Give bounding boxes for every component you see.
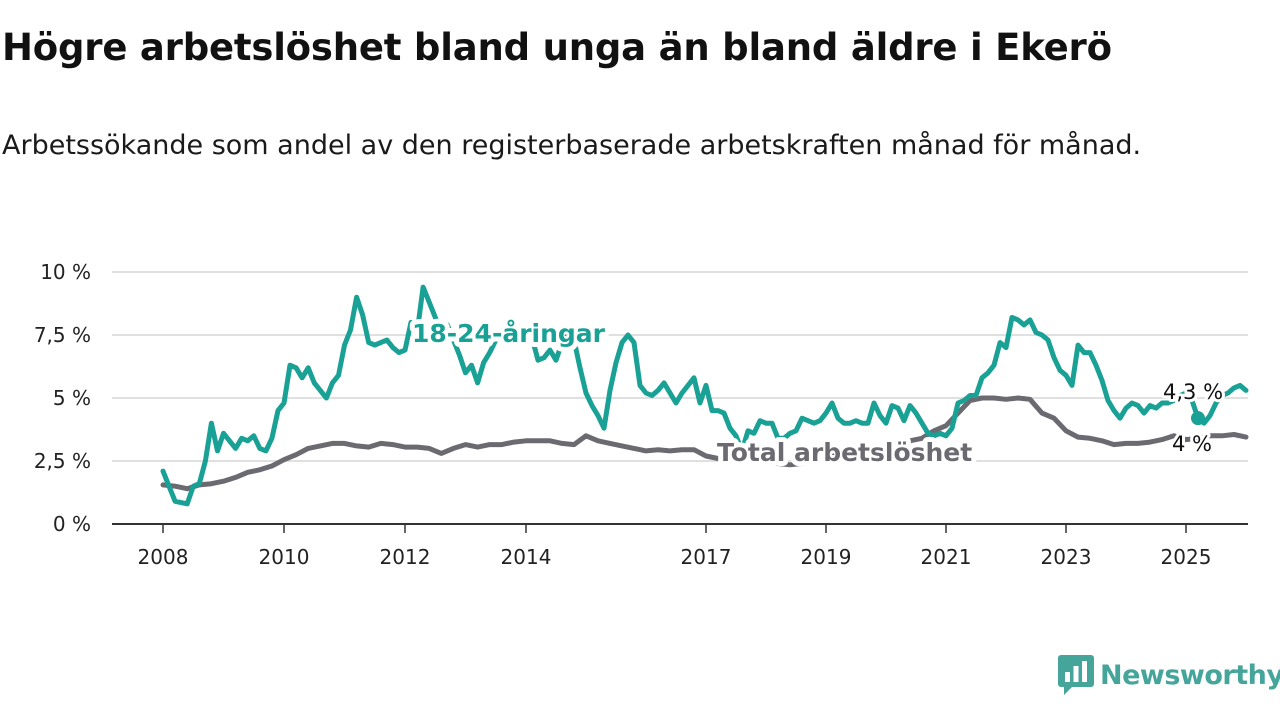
x-tick-label: 2025 (1161, 545, 1212, 569)
series-label-halo: 18-24-åringar (412, 319, 606, 348)
x-tick-label: 2023 (1041, 545, 1092, 569)
x-tick-label: 2012 (380, 545, 431, 569)
end-value-label: 4,3 % (1163, 380, 1223, 404)
series-end-marker (1191, 411, 1205, 426)
x-axis: 2008 2010 2012 2014 2017 2019 2021 2023 2025 (112, 523, 1248, 569)
grid-lines (112, 271, 1248, 462)
series-label-halo: Total arbetslöshet (717, 438, 972, 467)
chart-subtitle: Arbetssökande som andel av den registerb… (2, 130, 1142, 161)
y-tick-label: 5 % (53, 386, 91, 410)
y-tick-label: 2,5 % (34, 449, 91, 473)
series-label: 18-24-åringar (412, 319, 606, 348)
x-tick-label: 2008 (138, 545, 189, 569)
end-label-halo: 4,3 % (1163, 380, 1223, 404)
x-tick-label: 2019 (801, 545, 852, 569)
series-end-marker (1193, 433, 1203, 444)
series-label: Total arbetslöshet (717, 438, 972, 467)
y-tick-label: 10 % (40, 260, 91, 284)
y-tick-label: 7,5 % (34, 323, 91, 347)
series-line (160, 284, 1249, 507)
chart-title: Högre arbetslöshet bland unga än bland ä… (2, 26, 1112, 69)
x-tick-label: 2021 (921, 545, 972, 569)
x-tick-label: 2014 (501, 545, 552, 569)
bar-chart-icon (1058, 655, 1094, 695)
series-line (160, 395, 1249, 492)
end-value-label: 4 % (1172, 432, 1212, 456)
end-label-halo: 4 % (1172, 432, 1212, 456)
y-tick-label: 0 % (53, 512, 91, 536)
newsworthy-logo: Newsworthy (1058, 655, 1280, 695)
y-axis-ticks: 0 % 2,5 % 5 % 7,5 % 10 % (34, 260, 91, 536)
x-tick-label: 2017 (681, 545, 732, 569)
brand-name: Newsworthy (1100, 659, 1280, 691)
x-tick-label: 2010 (259, 545, 310, 569)
series-lines (160, 284, 1249, 507)
